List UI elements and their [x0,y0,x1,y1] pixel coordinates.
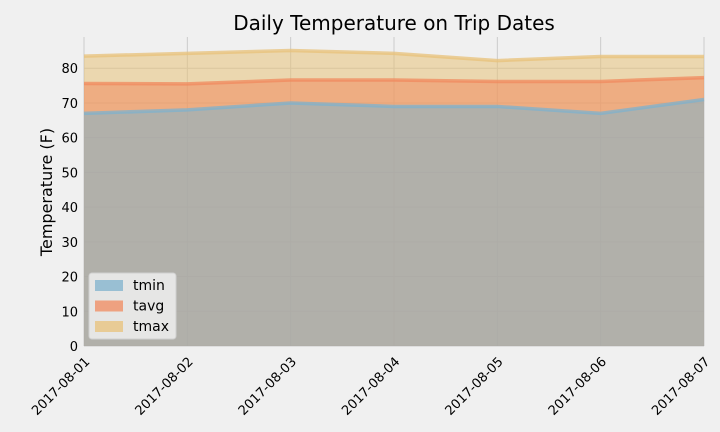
y-tick-label-1: 10 [61,305,78,320]
y-tick-label-5: 50 [61,166,78,181]
legend-swatch-tmin [95,280,123,291]
chart-title: Daily Temperature on Trip Dates [233,11,555,35]
legend-label-tmin: tmin [133,278,165,294]
x-tick-label-0: 2017-08-01 [29,355,93,419]
legend-swatch-tmax [95,321,123,332]
area-series [84,50,704,347]
x-tick-label-2: 2017-08-03 [236,355,300,419]
legend-swatch-tavg [95,300,123,312]
line-tmax [83,48,704,63]
x-tick-label-1: 2017-08-02 [133,355,197,419]
legend-label-tavg: tavg [133,299,164,315]
x-tick-label-3: 2017-08-04 [339,355,403,419]
x-tick-label-4: 2017-08-05 [443,355,507,419]
x-tick-label-5: 2017-08-06 [546,355,610,419]
y-tick-label-6: 60 [61,132,78,147]
y-tick-label-7: 70 [61,97,78,112]
line-tavg [83,75,705,86]
y-axis-label: Temperature (F) [37,128,56,257]
y-tick-label-3: 30 [61,236,78,251]
y-tick-label-4: 40 [61,201,78,216]
legend: tmin tavg tmax [88,272,177,340]
x-axis-ticks: 2017-08-01 2017-08-02 2017-08-03 2017-08-04… [29,355,713,419]
y-tick-label-2: 20 [61,271,78,286]
line-tmin [83,97,705,116]
series-lines [83,48,705,116]
area-tmin [84,99,704,346]
legend-label-tmax: tmax [133,319,169,335]
y-axis-ticks: 0 10 20 30 40 50 60 70 80 [61,62,78,355]
y-tick-label-8: 80 [61,62,78,77]
y-tick-label-0: 0 [70,340,78,355]
x-tick-label-6: 2017-08-07 [649,355,713,419]
